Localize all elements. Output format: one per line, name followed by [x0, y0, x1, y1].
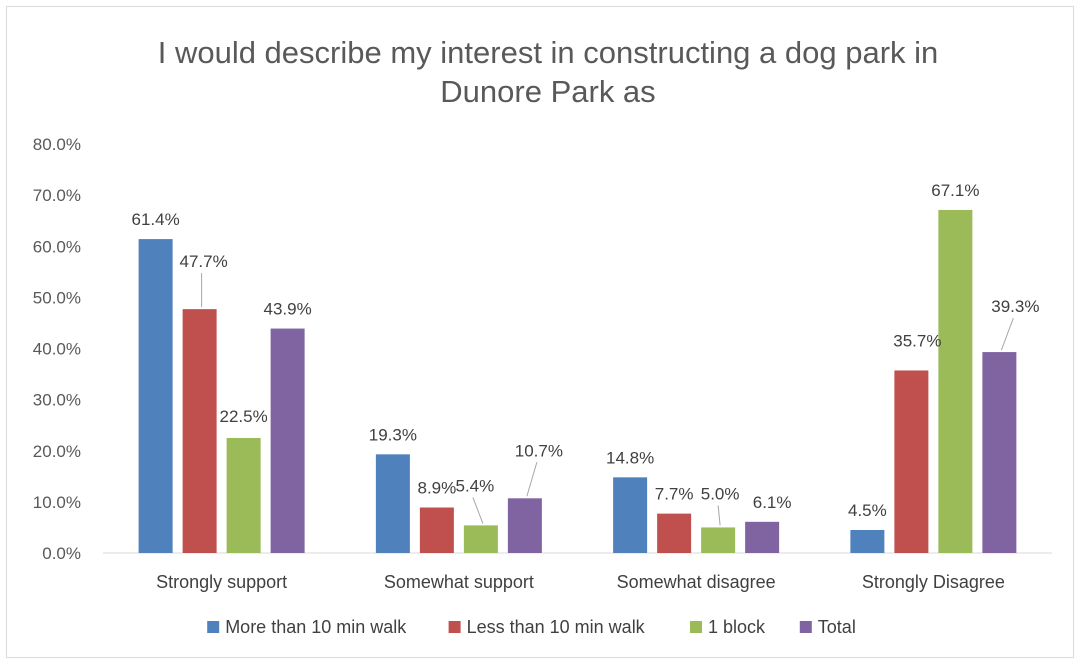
- legend-label: 1 block: [708, 617, 766, 637]
- data-label: 67.1%: [931, 181, 979, 200]
- bar: [613, 477, 648, 553]
- y-tick-label: 20.0%: [33, 442, 81, 461]
- bar: [270, 328, 305, 553]
- bar: [657, 513, 692, 553]
- chart-frame: I would describe my interest in construc…: [6, 6, 1074, 658]
- data-label: 14.8%: [606, 448, 654, 467]
- legend-label: More than 10 min walk: [225, 617, 407, 637]
- bar: [894, 370, 929, 553]
- leader-line: [717, 505, 721, 526]
- data-label: 4.5%: [848, 501, 887, 520]
- bar: [701, 527, 736, 553]
- bar: [138, 239, 173, 553]
- bar: [463, 525, 498, 553]
- bar: [745, 521, 780, 553]
- bar: [507, 498, 542, 553]
- data-label: 47.7%: [180, 252, 228, 271]
- bar-chart: I would describe my interest in construc…: [33, 35, 1052, 637]
- y-tick-label: 70.0%: [33, 186, 81, 205]
- y-tick-label: 40.0%: [33, 340, 81, 359]
- data-label: 22.5%: [220, 407, 268, 426]
- y-tick-label: 0.0%: [42, 544, 81, 563]
- legend-swatch: [799, 621, 812, 633]
- data-label: 10.7%: [515, 441, 563, 460]
- data-label: 39.3%: [991, 297, 1039, 316]
- category-label: Strongly Disagree: [862, 572, 1005, 592]
- category-labels: Strongly support Somewhat support Somewhat…: [156, 572, 1005, 592]
- bar: [850, 529, 885, 553]
- data-label: 5.4%: [456, 476, 495, 495]
- y-axis: 0.0% 10.0% 20.0% 30.0% 40.0% 50.0% 60.0% 70.0% 8…: [33, 135, 81, 563]
- y-tick-label: 80.0%: [33, 135, 81, 154]
- y-tick-label: 30.0%: [33, 391, 81, 410]
- bar: [182, 309, 217, 553]
- data-label: 8.9%: [418, 478, 457, 497]
- data-labels: 61.4% 47.7% 22.5% 43.9% 19.3% 8.9% 5.4% 10.7% 14…: [132, 181, 1040, 520]
- bars-group: [138, 209, 1017, 554]
- bar: [982, 352, 1017, 553]
- category-label: Somewhat support: [384, 572, 534, 592]
- legend: More than 10 min walk Less than 10 min wa…: [207, 617, 856, 637]
- leader-line: [526, 462, 538, 497]
- bar: [938, 209, 973, 554]
- chart-title-line-1: I would describe my interest in construc…: [158, 35, 939, 70]
- data-label: 19.3%: [369, 425, 417, 444]
- legend-swatch: [690, 621, 702, 633]
- bar: [375, 454, 410, 553]
- y-tick-label: 60.0%: [33, 237, 81, 256]
- legend-label: Less than 10 min walk: [467, 617, 646, 637]
- data-label: 35.7%: [893, 331, 941, 350]
- data-label: 6.1%: [753, 493, 792, 512]
- chart-title: I would describe my interest in construc…: [158, 35, 939, 109]
- leader-line: [1000, 317, 1014, 351]
- data-label: 43.9%: [264, 300, 312, 319]
- y-tick-label: 10.0%: [33, 493, 81, 512]
- data-label: 61.4%: [132, 210, 180, 229]
- data-label: 7.7%: [655, 485, 694, 504]
- legend-swatch: [448, 621, 461, 633]
- data-label: 5.0%: [701, 484, 740, 503]
- leader-lines: [201, 273, 1014, 526]
- category-label: Strongly support: [156, 572, 287, 592]
- category-label: Somewhat disagree: [617, 572, 776, 592]
- y-tick-label: 50.0%: [33, 288, 81, 307]
- chart-title-line-2: Dunore Park as: [440, 74, 655, 109]
- bar: [226, 437, 261, 553]
- bar: [419, 507, 454, 553]
- legend-swatch: [207, 621, 220, 633]
- legend-label: Total: [818, 617, 856, 637]
- leader-line: [472, 497, 484, 524]
